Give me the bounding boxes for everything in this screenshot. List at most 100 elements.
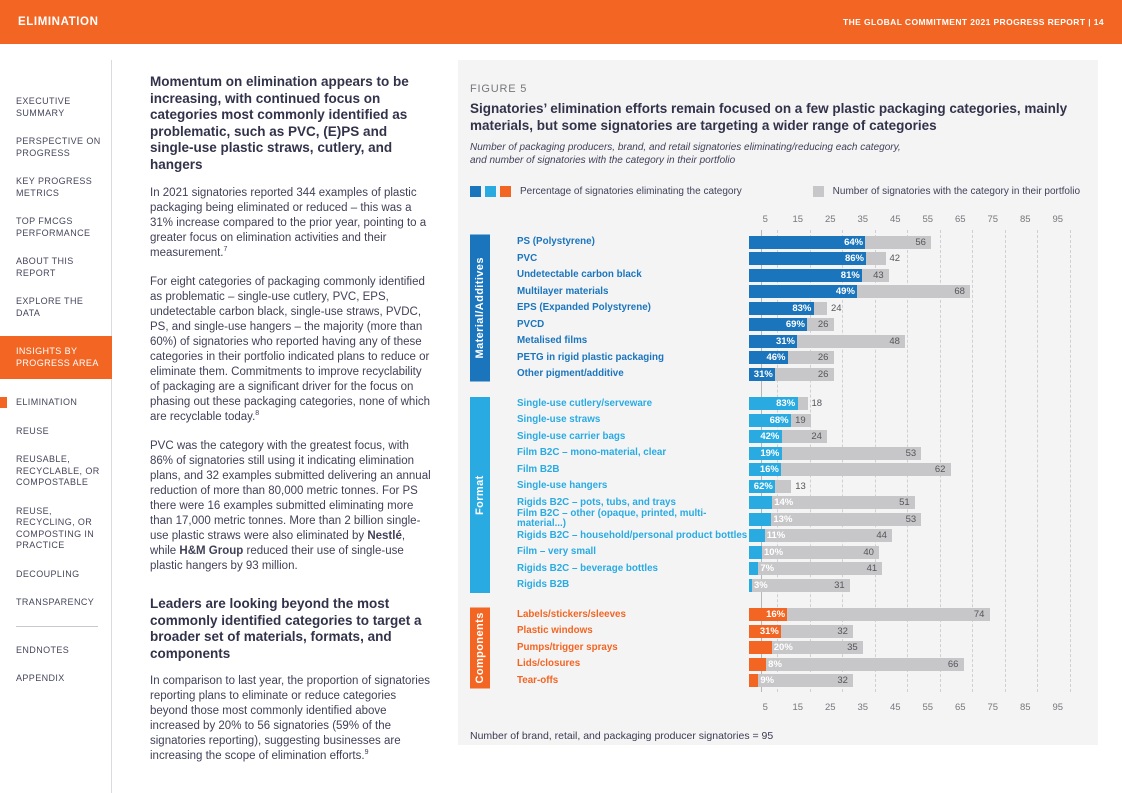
chart-row: Rigids B2C – beverage bottles 7% 41 <box>470 561 1086 578</box>
chart-row: Film – very small 10% 40 <box>470 544 1086 561</box>
sidebar-item-label: ENDNOTES <box>16 644 70 655</box>
bar-track: 20% 35 <box>749 641 1075 655</box>
bar-track: 86% 42 <box>749 252 1075 266</box>
portfolio-count-label: 32 <box>837 625 848 637</box>
gridline <box>939 230 941 692</box>
bar-track: 69% 26 <box>749 318 1075 332</box>
axis-tick-label: 95 <box>1052 214 1064 225</box>
percentage-value-label: 13% <box>773 513 793 525</box>
portfolio-count-label: 32 <box>837 675 848 687</box>
category-label: Single-use straws <box>517 414 601 426</box>
chart-row: Rigids B2C – household/personal product … <box>470 528 1086 545</box>
category-label: Rigids B2C – pots, tubs, and trays <box>517 496 676 508</box>
percentage-value-label: 8% <box>768 658 782 670</box>
sidebar-item-label: INSIGHTS BY PROGRESS AREA <box>16 346 99 368</box>
header-report-title: THE GLOBAL COMMITMENT 2021 PROGRESS REPO… <box>843 17 1104 27</box>
percentage-bar <box>749 413 791 427</box>
axis-tick-label: 25 <box>824 702 836 713</box>
sidebar-item-reuse-recycling-composting-in-practice[interactable]: REUSE, RECYCLING, OR COMPOSTING IN PRACT… <box>0 506 112 552</box>
chart-gridlines <box>761 230 1087 692</box>
percentage-bar <box>749 252 867 266</box>
category-label: Film B2C – other (opaque, printed, multi… <box>517 508 707 530</box>
portfolio-count-label: 13 <box>795 480 806 492</box>
chart-row: Film B2C – mono-material, clear 19% 53 <box>470 445 1086 462</box>
category-label: Pumps/trigger sprays <box>517 641 618 653</box>
chart-legend: Percentage of signatories eliminating th… <box>470 186 1080 197</box>
sidebar-item-label: REUSE, RECYCLING, OR COMPOSTING IN PRACT… <box>16 505 95 551</box>
sidebar-item-key-progress-metrics[interactable]: KEY PROGRESS METRICS <box>0 176 112 199</box>
sidebar-item-top-fmcgs-performance[interactable]: TOP FMCGS PERFORMANCE <box>0 216 112 239</box>
category-label: Single-use carrier bags <box>517 430 626 442</box>
legend-label: Percentage of signatories eliminating th… <box>520 186 742 197</box>
chart-row: PETG in rigid plastic packaging 46% 26 <box>470 350 1086 367</box>
percentage-value-label: 42% <box>760 431 780 443</box>
category-label: Film – very small <box>517 546 596 558</box>
percentage-bar <box>749 674 759 688</box>
sidebar-item-insights-by-progress-area[interactable]: INSIGHTS BY PROGRESS AREA <box>0 336 112 379</box>
bar-track: 46% 26 <box>749 351 1075 365</box>
category-label: PS (Polystyrene) <box>517 236 595 248</box>
percentage-value-label: 11% <box>766 530 786 542</box>
sidebar-item-label: ELIMINATION <box>16 397 78 407</box>
sidebar-item-perspective-on-progress[interactable]: PERSPECTIVE ON PROGRESS <box>0 136 112 159</box>
percentage-bar <box>749 657 767 671</box>
gridline <box>1069 230 1071 692</box>
percentage-bar <box>749 397 798 411</box>
sidebar-item-about-this-report[interactable]: ABOUT THIS REPORT <box>0 256 112 279</box>
percentage-value-label: 16% <box>759 464 779 476</box>
category-label: Other pigment/additive <box>517 368 624 380</box>
sidebar-item-elimination[interactable]: ELIMINATION <box>0 397 112 409</box>
gridline <box>874 230 876 692</box>
sidebar-item-executive-summary[interactable]: EXECUTIVE SUMMARY <box>0 96 112 119</box>
portfolio-count-label: 24 <box>811 431 822 443</box>
portfolio-bar <box>749 562 883 576</box>
percentage-bar <box>749 479 776 493</box>
portfolio-count-label: 43 <box>873 269 884 281</box>
axis-tick-label: 45 <box>889 214 901 225</box>
bar-track: 16% 62 <box>749 463 1075 477</box>
bar-track: 62% 13 <box>749 479 1075 493</box>
portfolio-count-label: 53 <box>905 513 917 525</box>
sidebar-item-label: TOP FMCGS PERFORMANCE <box>16 216 91 238</box>
percentage-bar <box>749 334 798 348</box>
sidebar-item-appendix[interactable]: APPENDIX <box>0 673 112 685</box>
axis-tick-label: 25 <box>824 214 836 225</box>
percentage-bar <box>749 268 863 282</box>
percentage-value-label: 9% <box>760 675 775 687</box>
bar-track: 8% 66 <box>749 657 1075 671</box>
sidebar-item-transparency[interactable]: TRANSPARENCY <box>0 597 112 609</box>
axis-tick-label: 95 <box>1052 702 1064 713</box>
article-heading-1: Momentum on elimination appears to be in… <box>150 74 409 172</box>
legend-item: Percentage of signatories eliminating th… <box>470 186 742 197</box>
percentage-value-label: 10% <box>764 546 784 558</box>
portfolio-bar <box>749 545 879 559</box>
portfolio-count-label: 18 <box>811 398 823 410</box>
category-label: Single-use cutlery/serveware <box>517 397 653 409</box>
portfolio-count-label: 44 <box>876 530 887 542</box>
percentage-bar <box>749 624 782 638</box>
percentage-bar <box>749 545 762 559</box>
bar-track: 49% 68 <box>749 285 1075 299</box>
percentage-value-label: 20% <box>773 642 793 654</box>
percentage-bar <box>749 301 814 315</box>
percentage-value-label: 83% <box>776 398 796 410</box>
chart-row: Plastic windows 31% 32 <box>470 623 1086 640</box>
portfolio-bar <box>749 608 990 622</box>
sidebar-item-explore-the-data[interactable]: EXPLORE THE DATA <box>0 296 112 319</box>
bar-track: 64% 56 <box>749 235 1075 249</box>
sidebar-item-endnotes[interactable]: ENDNOTES <box>0 645 112 657</box>
portfolio-count-label: 19 <box>795 414 806 426</box>
sidebar-item-reusable-recyclable-compostable[interactable]: REUSABLE, RECYCLABLE, OR COMPOSTABLE <box>0 454 112 489</box>
bar-track: 7% 41 <box>749 562 1075 576</box>
percentage-bar <box>749 367 776 381</box>
axis-tick-label: 75 <box>987 214 999 225</box>
sidebar-item-decoupling[interactable]: DECOUPLING <box>0 569 112 581</box>
category-label: Tear-offs <box>517 674 559 686</box>
top-axis: 5 15 25 35 45 55 65 75 85 95 <box>749 214 1075 227</box>
percentage-bar <box>749 351 788 365</box>
category-label: Multilayer materials <box>517 285 609 297</box>
sidebar-item-reuse[interactable]: REUSE <box>0 426 112 438</box>
axis-zero-line <box>761 230 762 692</box>
article-paragraph-4: In comparison to last year, the proporti… <box>150 675 430 762</box>
axis-tick-label: 55 <box>922 702 934 713</box>
